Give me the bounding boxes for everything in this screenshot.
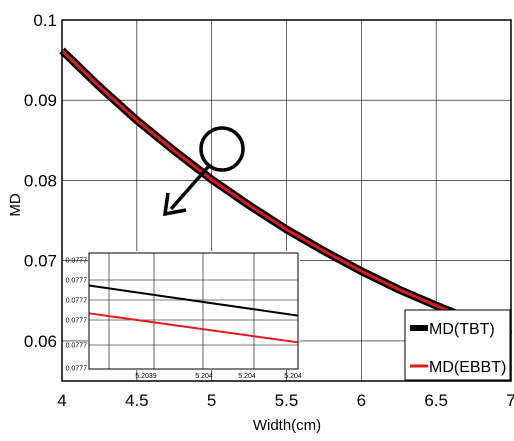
zoom-arrowhead <box>162 192 187 217</box>
legend-label: MD(EBBT) <box>429 359 506 376</box>
y-tick-label: 0.09 <box>24 91 57 110</box>
inset-y-tick-label: 0.0777 <box>66 278 88 285</box>
x-tick-label: 7 <box>506 391 514 410</box>
inset-frame <box>88 252 299 370</box>
inset-x-tick-label: 5.204 <box>284 373 302 380</box>
zoom-arrow-shaft <box>169 164 211 211</box>
legend: MD(TBT) MD(EBBT) <box>404 309 511 381</box>
inset-zoom-chart: 0.0777 0.0777 0.0777 0.0777 0.0777 0.0777 5.20… <box>66 251 302 380</box>
plot-frame <box>61 19 512 382</box>
x-tick-label: 4 <box>57 391 66 410</box>
x-tick-label: 6 <box>357 391 366 410</box>
axis-ticks: 4 4.5 5 5.5 6 6.5 7 0.06 0.07 0.08 0.09 0.1 <box>24 11 514 410</box>
zoom-circle <box>199 126 245 172</box>
y-tick-label: 0.1 <box>33 11 57 30</box>
y-tick-label: 0.06 <box>24 332 57 351</box>
x-tick-label: 6.5 <box>424 391 448 410</box>
zoom-annotation <box>162 126 245 217</box>
legend-box <box>404 309 511 381</box>
legend-label: MD(TBT) <box>429 321 495 338</box>
inset-series-line <box>88 284 299 317</box>
x-tick-label: 5 <box>207 391 216 410</box>
inset-y-tick-label: 0.0777 <box>66 298 88 305</box>
series-line-md-ebbt <box>60 49 512 336</box>
inset-series-line <box>88 312 299 344</box>
x-tick-label: 5.5 <box>275 391 299 410</box>
inset-y-tick-label: 0.0777 <box>66 343 88 350</box>
x-tick-label: 4.5 <box>125 391 149 410</box>
y-axis-label: MD <box>7 193 24 216</box>
y-tick-label: 0.08 <box>24 171 57 190</box>
series-lines <box>59 47 513 339</box>
inset-y-tick-label: 0.0777 <box>66 318 88 325</box>
inset-x-tick-label: 5.204 <box>195 373 213 380</box>
inset-x-tick-label: 5.204 <box>238 373 256 380</box>
inset-y-tick-label: 0.0777 <box>66 366 88 373</box>
y-tick-label: 0.07 <box>24 252 57 271</box>
x-axis-label: Width(cm) <box>253 417 321 434</box>
inset-y-tick-label: 0.0777 <box>66 258 88 265</box>
inset-x-tick-label: 5.2039 <box>135 373 157 380</box>
